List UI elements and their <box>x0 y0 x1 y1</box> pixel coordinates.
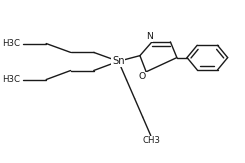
Text: O: O <box>139 73 146 82</box>
Text: N: N <box>146 32 153 41</box>
Text: Sn: Sn <box>112 56 125 66</box>
Text: H3C: H3C <box>2 75 20 84</box>
Text: H3C: H3C <box>2 39 20 48</box>
Text: CH3: CH3 <box>142 136 160 145</box>
